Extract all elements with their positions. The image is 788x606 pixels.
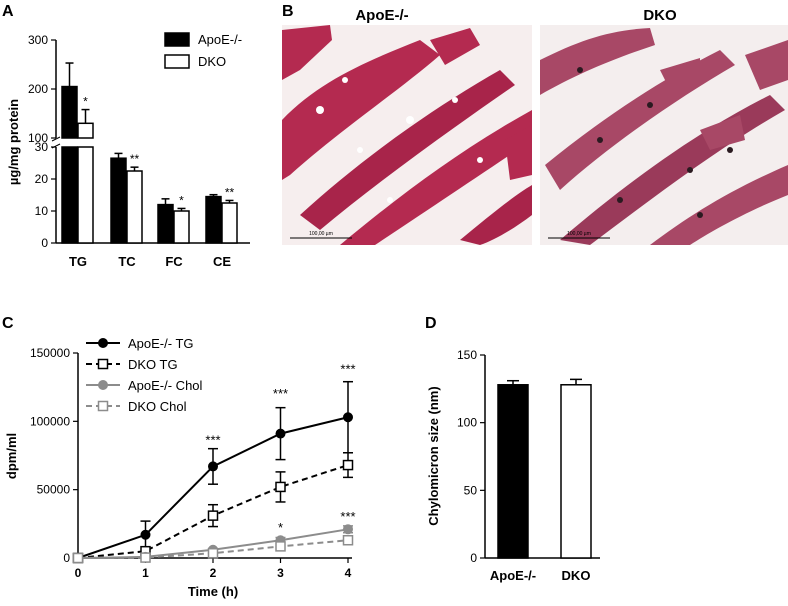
micrograph-right-title: DKO <box>643 7 677 24</box>
bar <box>126 170 143 244</box>
bar <box>560 384 592 559</box>
data-point <box>275 481 286 493</box>
y-tick-label: 100 <box>28 131 48 145</box>
micrograph-dko: 100,00 µm <box>540 25 788 245</box>
significance-label: ** <box>225 185 235 199</box>
y-axis-label: µg/mg protein <box>6 99 21 185</box>
legend-swatch <box>164 54 190 69</box>
significance-label: * <box>278 520 283 535</box>
data-point <box>140 529 151 540</box>
data-point <box>207 510 219 521</box>
data-point <box>342 534 354 546</box>
panel-label-d: D <box>425 315 437 332</box>
legend-label: ApoE-/- Chol <box>128 378 203 393</box>
significance-label: *** <box>340 509 355 524</box>
legend-swatch <box>164 32 190 47</box>
data-point <box>342 459 354 471</box>
x-tick-label: 0 <box>75 566 82 580</box>
x-axis-label: Time (h) <box>188 584 238 599</box>
y-tick-label: 50000 <box>37 483 71 497</box>
x-tick-label: 4 <box>345 566 352 580</box>
panel-label-c: C <box>2 315 14 332</box>
category-label: TG <box>69 254 87 269</box>
data-point <box>343 412 353 423</box>
data-point <box>97 400 109 412</box>
y-tick-label: 30 <box>35 140 49 154</box>
significance-label: * <box>83 95 88 109</box>
legend-label: DKO <box>198 54 226 69</box>
y-tick-label: 150000 <box>30 346 70 360</box>
data-point <box>98 338 108 348</box>
significance-label: *** <box>205 433 220 448</box>
data-point <box>98 380 108 390</box>
y-axis-label: dpm/ml <box>4 433 19 479</box>
category-label: TC <box>118 254 136 269</box>
bar <box>61 85 78 139</box>
legend-label: ApoE-/- <box>198 32 242 47</box>
significance-label: ** <box>130 152 140 166</box>
y-tick-label: 0 <box>470 551 477 565</box>
y-tick-label: 300 <box>28 33 48 47</box>
data-point <box>97 358 109 370</box>
bar <box>157 203 174 244</box>
micrograph-apoe: 100,00 µm <box>282 25 532 245</box>
data-point <box>208 461 218 472</box>
legend-label: DKO TG <box>128 357 178 372</box>
y-axis-label: Chylomicron size (nm) <box>426 386 441 525</box>
bar <box>173 210 190 244</box>
y-tick-label: 50 <box>464 483 478 497</box>
y-tick-label: 0 <box>41 236 48 250</box>
y-tick-label: 10 <box>35 204 49 218</box>
y-tick-label: 20 <box>35 172 49 186</box>
category-label: CE <box>213 254 231 269</box>
panel-label-b: B <box>282 3 294 20</box>
category-label: DKO <box>562 568 591 583</box>
data-point <box>207 547 219 559</box>
category-label: FC <box>165 254 183 269</box>
data-point <box>72 552 84 564</box>
significance-label: *** <box>273 386 288 401</box>
legend-label: ApoE-/- TG <box>128 336 194 351</box>
bar <box>77 146 94 244</box>
category-label: ApoE-/- <box>490 568 536 583</box>
x-tick-label: 3 <box>277 566 284 580</box>
data-point <box>275 428 286 439</box>
y-tick-label: 150 <box>457 348 477 362</box>
significance-label: * <box>179 193 184 207</box>
bar <box>61 146 78 244</box>
legend-label: DKO Chol <box>128 399 187 414</box>
chylomicron-size-chart: 0 50 100 150 Chylomicron size (nm) ApoE-/- DKO <box>426 348 600 583</box>
data-point <box>343 524 353 535</box>
micrograph-left-title: ApoE-/- <box>355 7 408 24</box>
bar <box>205 195 222 244</box>
data-point <box>275 541 286 552</box>
bar <box>221 202 238 244</box>
axis-break-mark <box>51 136 61 142</box>
bar <box>110 157 127 244</box>
bar <box>497 384 529 559</box>
scale-bar-right: 100,00 µm <box>567 231 591 237</box>
scale-bar-left: 100,00 µm <box>309 231 333 237</box>
data-point <box>140 552 151 563</box>
x-tick-label: 2 <box>210 566 217 580</box>
bar <box>77 122 94 139</box>
y-tick-label: 100 <box>457 416 477 430</box>
y-tick-label: 0 <box>63 551 70 565</box>
x-tick-label: 1 <box>142 566 149 580</box>
micrograph-panel: ApoE-/- DKO 100,00 µm <box>282 7 788 245</box>
y-tick-label: 100000 <box>30 414 70 428</box>
significance-label: *** <box>340 362 355 377</box>
y-tick-label: 200 <box>28 82 48 96</box>
panel-label-a: A <box>2 3 14 20</box>
